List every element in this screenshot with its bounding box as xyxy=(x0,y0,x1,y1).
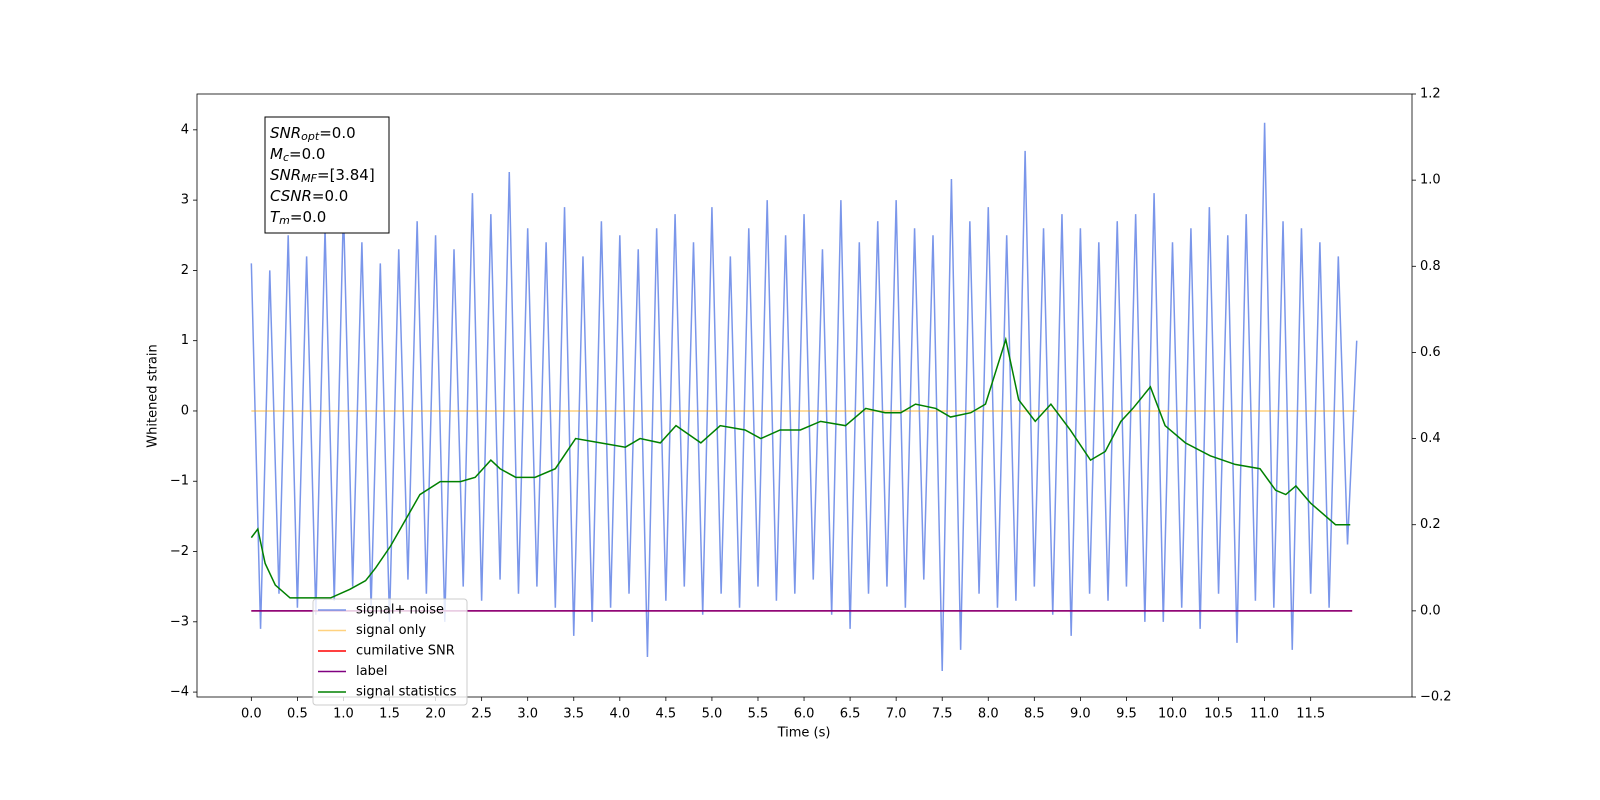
y2-tick-label: −0.2 xyxy=(1420,690,1452,705)
legend: signal+ noise signal only cumilative SNR la… xyxy=(312,598,468,706)
annotation-base: T xyxy=(270,208,281,226)
annotation-text: SNRopt=0.0 xyxy=(270,124,356,144)
x-tick-label: 3.0 xyxy=(517,707,538,722)
x-tick-label: 10.0 xyxy=(1158,707,1187,722)
x-tick-label: 0.0 xyxy=(241,707,262,722)
legend-frame xyxy=(312,598,468,706)
x-tick-label: 5.5 xyxy=(748,707,769,722)
annotation-rest: =0.0 xyxy=(290,208,326,226)
annotation-base: CSNR xyxy=(270,187,312,205)
annotation-sub: MF xyxy=(301,172,317,185)
annotation-rest: =0.0 xyxy=(289,145,325,163)
y-tick-label: 2 xyxy=(181,263,189,278)
annotation-sub: opt xyxy=(301,130,320,143)
y-tick-label: −3 xyxy=(170,614,189,629)
annotation-frame xyxy=(264,116,390,234)
annotation-base: SNR xyxy=(270,124,301,142)
x-tick-label: 2.0 xyxy=(425,707,446,722)
x-tick-label: 1.5 xyxy=(379,707,400,722)
x-tick-label: 10.5 xyxy=(1204,707,1233,722)
annotation-text: CSNR=0.0 xyxy=(270,187,348,205)
legend-label: label xyxy=(356,664,387,679)
legend-label: cumilative SNR xyxy=(356,644,455,659)
x-tick-label: 3.5 xyxy=(563,707,584,722)
x-tick-label: 2.5 xyxy=(471,707,492,722)
x-axis-label: Time (s) xyxy=(777,726,831,741)
y-axis-label: Whitened strain xyxy=(146,344,161,447)
y2-tick-label: 0.2 xyxy=(1420,517,1441,532)
x-tick-label: 1.0 xyxy=(333,707,354,722)
y2-tick-label: 0.8 xyxy=(1420,259,1441,274)
annotation-rest: =[3.84] xyxy=(317,166,375,184)
annotation-text: SNRMF=[3.84] xyxy=(270,166,375,186)
x-tick-label: 4.0 xyxy=(609,707,630,722)
y-tick-label: −4 xyxy=(170,685,189,700)
y-tick-label: 3 xyxy=(181,193,189,208)
x-tick-label: 6.0 xyxy=(794,707,815,722)
y-tick-label: −1 xyxy=(170,474,189,489)
y2-tick-label: 1.0 xyxy=(1420,173,1441,188)
x-tick-label: 0.5 xyxy=(287,707,308,722)
x-tick-label: 9.0 xyxy=(1070,707,1091,722)
series-line xyxy=(250,122,1358,672)
annotation-text: Tm=0.0 xyxy=(270,208,326,228)
x-tick-label: 7.0 xyxy=(886,707,907,722)
y-tick-label: 0 xyxy=(181,403,189,418)
annotation-sub: c xyxy=(283,151,289,164)
x-tick-label: 4.5 xyxy=(656,707,677,722)
x-tick-label: 8.5 xyxy=(1024,707,1045,722)
y-tick-label: 1 xyxy=(181,333,189,348)
annotation-base: M xyxy=(270,145,283,163)
x-tick-label: 7.5 xyxy=(932,707,953,722)
annotation-sub: m xyxy=(279,214,290,227)
series-line xyxy=(250,336,1351,599)
y2-tick-label: 0.0 xyxy=(1420,603,1441,618)
x-tick-label: 11.5 xyxy=(1296,707,1325,722)
y2-tick-label: 0.4 xyxy=(1420,431,1441,446)
legend-label: signal only xyxy=(356,623,426,638)
y-tick-label: −2 xyxy=(170,544,189,559)
x-tick-label: 9.5 xyxy=(1116,707,1137,722)
annotation-text: Mc=0.0 xyxy=(270,145,325,165)
plot-frame xyxy=(196,93,1413,698)
legend-label: signal+ noise xyxy=(356,603,444,618)
legend-label: signal statistics xyxy=(356,685,457,700)
annotation-box: SNRopt=0.0Mc=0.0SNRMF=[3.84]CSNR=0.0Tm=0… xyxy=(264,116,390,234)
x-tick-label: 6.5 xyxy=(840,707,861,722)
x-tick-label: 5.0 xyxy=(702,707,723,722)
y2-tick-label: 0.6 xyxy=(1420,345,1441,360)
annotation-base: SNR xyxy=(270,166,301,184)
y-tick-label: 4 xyxy=(181,122,189,137)
x-tick-label: 11.0 xyxy=(1250,707,1279,722)
y2-tick-label: 1.2 xyxy=(1420,87,1441,102)
annotation-rest: =0.0 xyxy=(319,124,355,142)
annotation-rest: =0.0 xyxy=(312,187,348,205)
x-tick-label: 8.0 xyxy=(978,707,999,722)
